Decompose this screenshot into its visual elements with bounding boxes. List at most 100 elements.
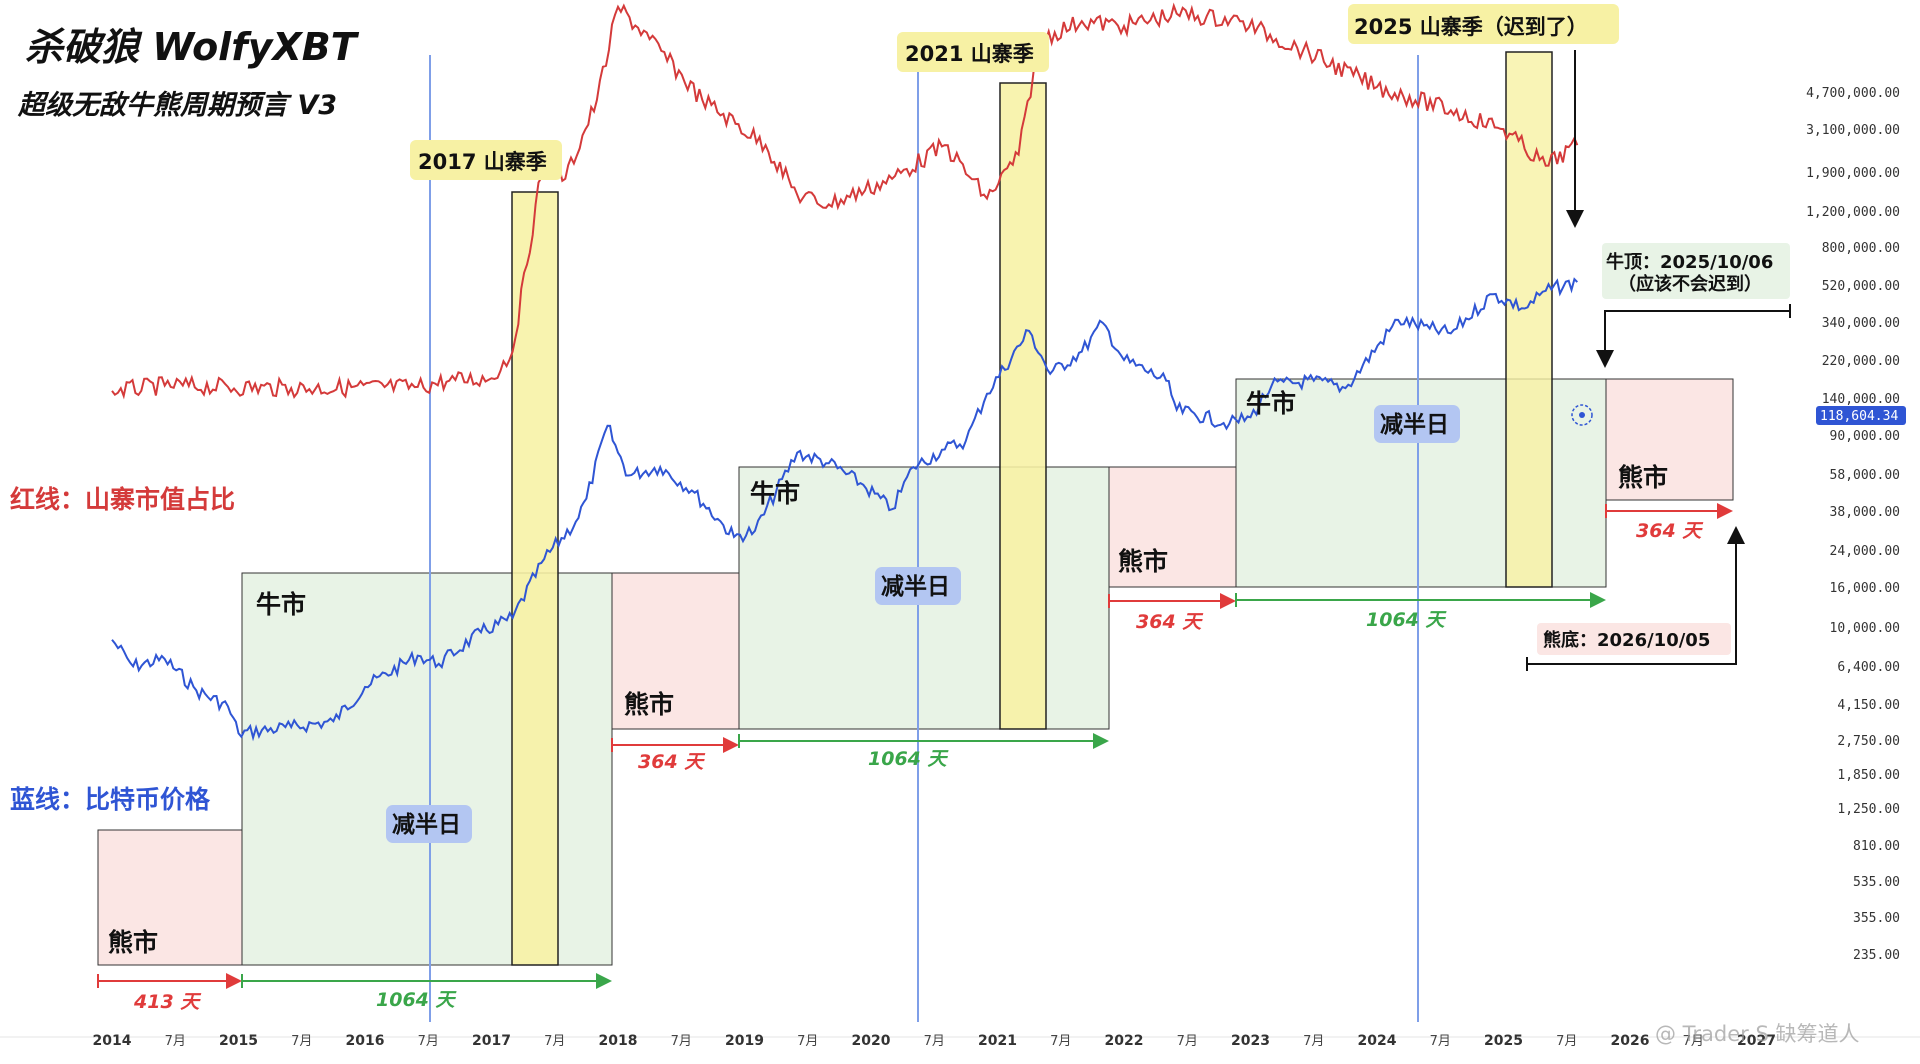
halving-label-2024-text: 减半日 xyxy=(1380,412,1449,438)
y-tick-label: 16,000.00 xyxy=(1830,581,1900,596)
y-tick-label: 535.00 xyxy=(1853,875,1900,890)
x-tick-label: 2021 xyxy=(978,1033,1017,1049)
y-tick-label: 1,850.00 xyxy=(1837,768,1900,783)
current-price-marker xyxy=(1571,404,1593,426)
halving-lines xyxy=(429,55,1419,1022)
y-tick-label: 355.00 xyxy=(1853,911,1900,926)
x-tick-label: 7月 xyxy=(418,1034,439,1049)
y-tick-label: 520,000.00 xyxy=(1822,279,1900,294)
halving-label-2016-text: 减半日 xyxy=(392,812,461,838)
bull-top-note: （应该不会迟到） xyxy=(1618,273,1762,295)
x-tick-label: 2019 xyxy=(725,1033,764,1049)
current-price-label: 118,604.34 xyxy=(1820,409,1898,424)
alt-season-label-2017-text: 2017 山寨季 xyxy=(418,150,547,174)
bear-bottom-text: 熊底：2026/10/05 xyxy=(1543,629,1710,651)
alt-season-label-2021: 2021 山寨季 xyxy=(897,32,1049,72)
y-axis: 4,700,000.00 3,100,000.00 1,900,000.00 1,20… xyxy=(1806,86,1900,963)
duration-label-bull-2023: 1064 天 xyxy=(1366,609,1447,631)
y-tick-label: 1,200,000.00 xyxy=(1806,205,1900,220)
y-tick-label: 4,700,000.00 xyxy=(1806,86,1900,101)
y-tick-label: 235.00 xyxy=(1853,948,1900,963)
y-tick-label: 1,900,000.00 xyxy=(1806,166,1900,181)
y-tick-label: 38,000.00 xyxy=(1830,505,1900,520)
alt-season-2025-column xyxy=(1505,51,1553,588)
y-tick-label: 6,400.00 xyxy=(1837,660,1900,675)
duration-label-bear-2022: 364 天 xyxy=(1136,611,1204,633)
bull-top-text: 牛顶：2025/10/06 xyxy=(1606,251,1773,273)
bear-box-2014 xyxy=(97,829,243,966)
bear-box-2026 xyxy=(1605,378,1734,501)
x-tick-label: 7月 xyxy=(291,1034,312,1049)
y-tick-label: 220,000.00 xyxy=(1822,354,1900,369)
x-tick-label: 7月 xyxy=(1177,1034,1198,1049)
duration-label-bear-2018: 364 天 xyxy=(638,751,706,773)
bull-top-callout: 牛顶：2025/10/06 （应该不会迟到） xyxy=(1602,243,1790,299)
alt-season-2021-column xyxy=(999,82,1047,730)
y-tick-label: 58,000.00 xyxy=(1830,468,1900,483)
alt-season-label-2017: 2017 山寨季 xyxy=(410,140,562,180)
halving-label-2024: 减半日 xyxy=(1374,405,1460,443)
btc-price-line xyxy=(111,277,1579,742)
duration-label-bull-2019: 1064 天 xyxy=(868,748,949,770)
y-tick-label: 2,750.00 xyxy=(1837,734,1900,749)
bear-bottom-connector xyxy=(1527,526,1745,665)
chart-subtitle: 超级无敌牛熊周期预言 V3 xyxy=(17,90,337,121)
x-tick-label: 2024 xyxy=(1358,1033,1397,1049)
y-tick-label: 4,150.00 xyxy=(1837,698,1900,713)
alt-season-label-2025-text: 2025 山寨季（迟到了） xyxy=(1354,15,1588,39)
duration-label-bull-2015: 1064 天 xyxy=(376,989,457,1011)
duration-label-bear-2026: 364 天 xyxy=(1636,520,1704,542)
x-tick-label: 2023 xyxy=(1231,1033,1270,1049)
x-tick-label: 7月 xyxy=(924,1034,945,1049)
x-tick-label: 2020 xyxy=(852,1033,891,1049)
x-axis: 2014 7月 2015 7月 2016 7月 2017 7月 2018 7月 2019 7月 2020… xyxy=(93,1033,1776,1049)
x-tick-label: 7月 xyxy=(1430,1034,1451,1049)
current-price-tag: 118,604.34 xyxy=(1816,406,1906,425)
x-tick-label: 2026 xyxy=(1611,1033,1650,1049)
duration-label-bear-2014: 413 天 xyxy=(133,991,202,1013)
x-tick-label: 7月 xyxy=(1050,1034,1071,1049)
bear-box-2018 xyxy=(611,572,740,730)
chart-title: 杀破狼 WolfyXBT xyxy=(25,25,360,69)
alt-season-columns xyxy=(511,51,1553,966)
red-line-legend: 红线：山寨市值占比 xyxy=(10,485,235,514)
alt-season-label-2021-text: 2021 山寨季 xyxy=(905,42,1034,66)
x-tick-label: 2014 xyxy=(93,1033,132,1049)
x-tick-label: 7月 xyxy=(671,1034,692,1049)
y-tick-label: 810.00 xyxy=(1853,839,1900,854)
alt-season-label-2025: 2025 山寨季（迟到了） xyxy=(1348,4,1619,44)
y-tick-label: 140,000.00 xyxy=(1822,392,1900,407)
phase-label-bear-2018: 熊市 xyxy=(624,690,674,719)
halving-label-2020-text: 减半日 xyxy=(881,574,950,600)
x-tick-label: 2017 xyxy=(472,1033,511,1049)
x-tick-label: 7月 xyxy=(1556,1034,1577,1049)
x-tick-label: 2016 xyxy=(346,1033,385,1049)
phase-label-bear-2014: 熊市 xyxy=(108,928,158,957)
halving-label-2016: 减半日 xyxy=(386,805,472,843)
y-tick-label: 10,000.00 xyxy=(1830,621,1900,636)
x-tick-label: 2018 xyxy=(599,1033,638,1049)
phase-label-bear-2026: 熊市 xyxy=(1618,463,1668,492)
x-tick-label: 7月 xyxy=(165,1034,186,1049)
y-tick-label: 3,100,000.00 xyxy=(1806,123,1900,138)
y-tick-label: 24,000.00 xyxy=(1830,544,1900,559)
phase-label-bull-2015: 牛市 xyxy=(256,590,306,619)
y-tick-label: 800,000.00 xyxy=(1822,241,1900,256)
y-tick-label: 1,250.00 xyxy=(1837,802,1900,817)
duration-arrows: 413 天 1064 天 364 天 1064 天 364 天 1064 天 3… xyxy=(97,503,1733,1013)
phase-labels: 熊市 牛市 熊市 牛市 熊市 牛市 熊市 xyxy=(108,389,1668,957)
altcoin-share-line xyxy=(111,2,1579,400)
x-tick-label: 7月 xyxy=(1683,1034,1704,1049)
bear-bottom-callout: 熊底：2026/10/05 xyxy=(1537,623,1731,655)
x-tick-label: 2027 xyxy=(1737,1033,1776,1049)
bear-box-2022 xyxy=(1108,466,1237,588)
phase-label-bull-2019: 牛市 xyxy=(750,479,800,508)
alt-season-2017-column xyxy=(511,191,559,966)
y-tick-label: 90,000.00 xyxy=(1830,429,1900,444)
x-tick-label: 7月 xyxy=(1303,1034,1324,1049)
phase-label-bear-2022: 熊市 xyxy=(1118,547,1168,576)
x-tick-label: 2015 xyxy=(219,1033,258,1049)
phase-label-bull-2023: 牛市 xyxy=(1246,389,1296,418)
x-tick-label: 2025 xyxy=(1484,1033,1523,1049)
